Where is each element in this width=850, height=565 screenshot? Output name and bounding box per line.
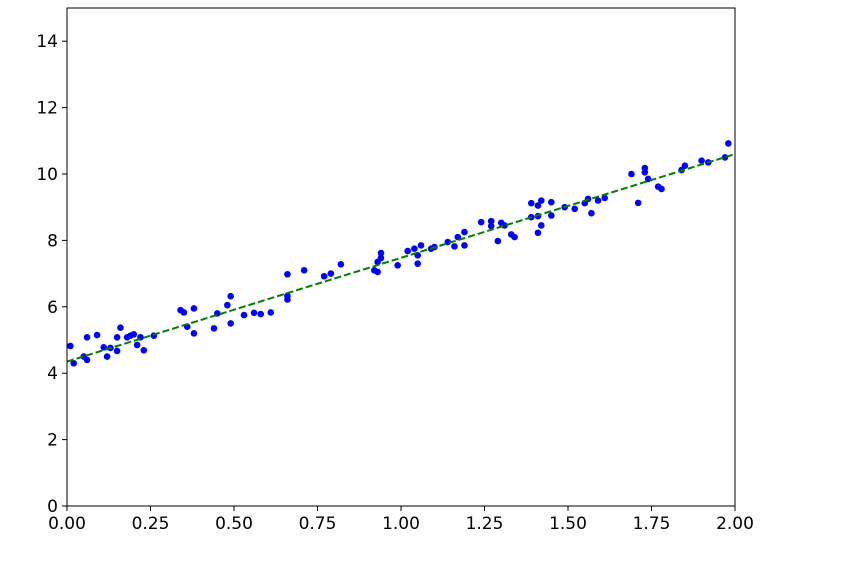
regression-lines [66, 153, 736, 363]
data-point [190, 305, 198, 312]
data-point [628, 170, 635, 178]
data-point [240, 311, 248, 319]
x-tick-label: 1.25 [466, 514, 504, 534]
data-point [337, 261, 345, 268]
y-tick-label: 10 [36, 165, 58, 185]
data-point [377, 254, 385, 262]
data-point [725, 140, 732, 147]
x-tick-label: 1.00 [382, 514, 420, 534]
data-point [641, 169, 649, 176]
data-point [414, 260, 422, 267]
data-point [210, 325, 218, 332]
data-point [227, 320, 234, 327]
data-point [117, 324, 124, 332]
y-axis-ticks: 0 2 4 6 8 10 12 14 [36, 32, 67, 517]
data-point [511, 233, 518, 241]
data-point [83, 334, 91, 341]
data-point [284, 292, 291, 300]
data-point [451, 243, 458, 250]
data-point [534, 202, 542, 209]
data-point [534, 229, 542, 237]
data-point [227, 292, 234, 300]
data-point [634, 199, 642, 207]
x-tick-label: 0.00 [48, 514, 86, 534]
data-point [588, 209, 595, 217]
data-point [103, 353, 111, 360]
data-point [320, 272, 328, 280]
data-point [83, 356, 91, 364]
data-point [300, 266, 308, 274]
data-point [487, 222, 495, 230]
data-point [681, 162, 689, 169]
y-tick-label: 6 [47, 298, 58, 318]
data-point [133, 341, 141, 349]
x-tick-label: 1.75 [633, 514, 671, 534]
data-point [67, 342, 74, 350]
x-axis-ticks: 0.00 0.25 0.50 0.75 1.00 1.25 1.50 1.75 2.00 [48, 506, 754, 534]
y-tick-label: 0 [47, 497, 58, 517]
data-point [394, 262, 401, 269]
data-point [698, 157, 705, 165]
y-tick-label: 4 [47, 364, 58, 384]
axes-frame [66, 7, 736, 507]
data-point [190, 330, 198, 337]
data-point [477, 218, 485, 226]
y-tick-label: 14 [36, 32, 58, 52]
data-point [494, 237, 502, 245]
y-tick-label: 12 [36, 99, 58, 119]
data-point [113, 334, 121, 341]
data-point [461, 228, 468, 236]
data-point [267, 309, 275, 316]
y-tick-label: 8 [47, 231, 58, 251]
data-point [327, 270, 335, 277]
data-point [70, 359, 77, 367]
data-point [571, 205, 578, 213]
data-point [377, 249, 385, 257]
x-tick-label: 2.00 [716, 514, 754, 534]
data-point [601, 194, 609, 202]
data-point [130, 331, 138, 338]
data-point [93, 331, 101, 339]
data-point [257, 310, 265, 318]
data-point [113, 347, 121, 355]
data-point [284, 270, 291, 278]
regression-line [66, 153, 736, 363]
x-tick-label: 0.25 [132, 514, 170, 534]
data-point [250, 309, 258, 317]
data-point [658, 185, 665, 193]
data-point [548, 198, 555, 206]
data-point [537, 197, 545, 204]
x-tick-label: 0.50 [215, 514, 253, 534]
data-point [417, 242, 425, 249]
data-point [224, 301, 231, 309]
plot-area [66, 140, 736, 367]
data-point [487, 217, 495, 225]
data-point [374, 268, 381, 276]
data-point [594, 197, 602, 204]
x-tick-label: 0.75 [299, 514, 337, 534]
scatter-points [67, 140, 732, 367]
data-point [537, 222, 545, 229]
y-tick-label: 2 [47, 431, 58, 451]
data-point [411, 245, 418, 252]
data-point [404, 247, 411, 255]
data-point [180, 309, 188, 316]
data-point [140, 346, 148, 354]
data-point [461, 242, 468, 249]
data-point [527, 199, 535, 207]
data-point [548, 212, 555, 219]
x-tick-label: 1.50 [549, 514, 587, 534]
